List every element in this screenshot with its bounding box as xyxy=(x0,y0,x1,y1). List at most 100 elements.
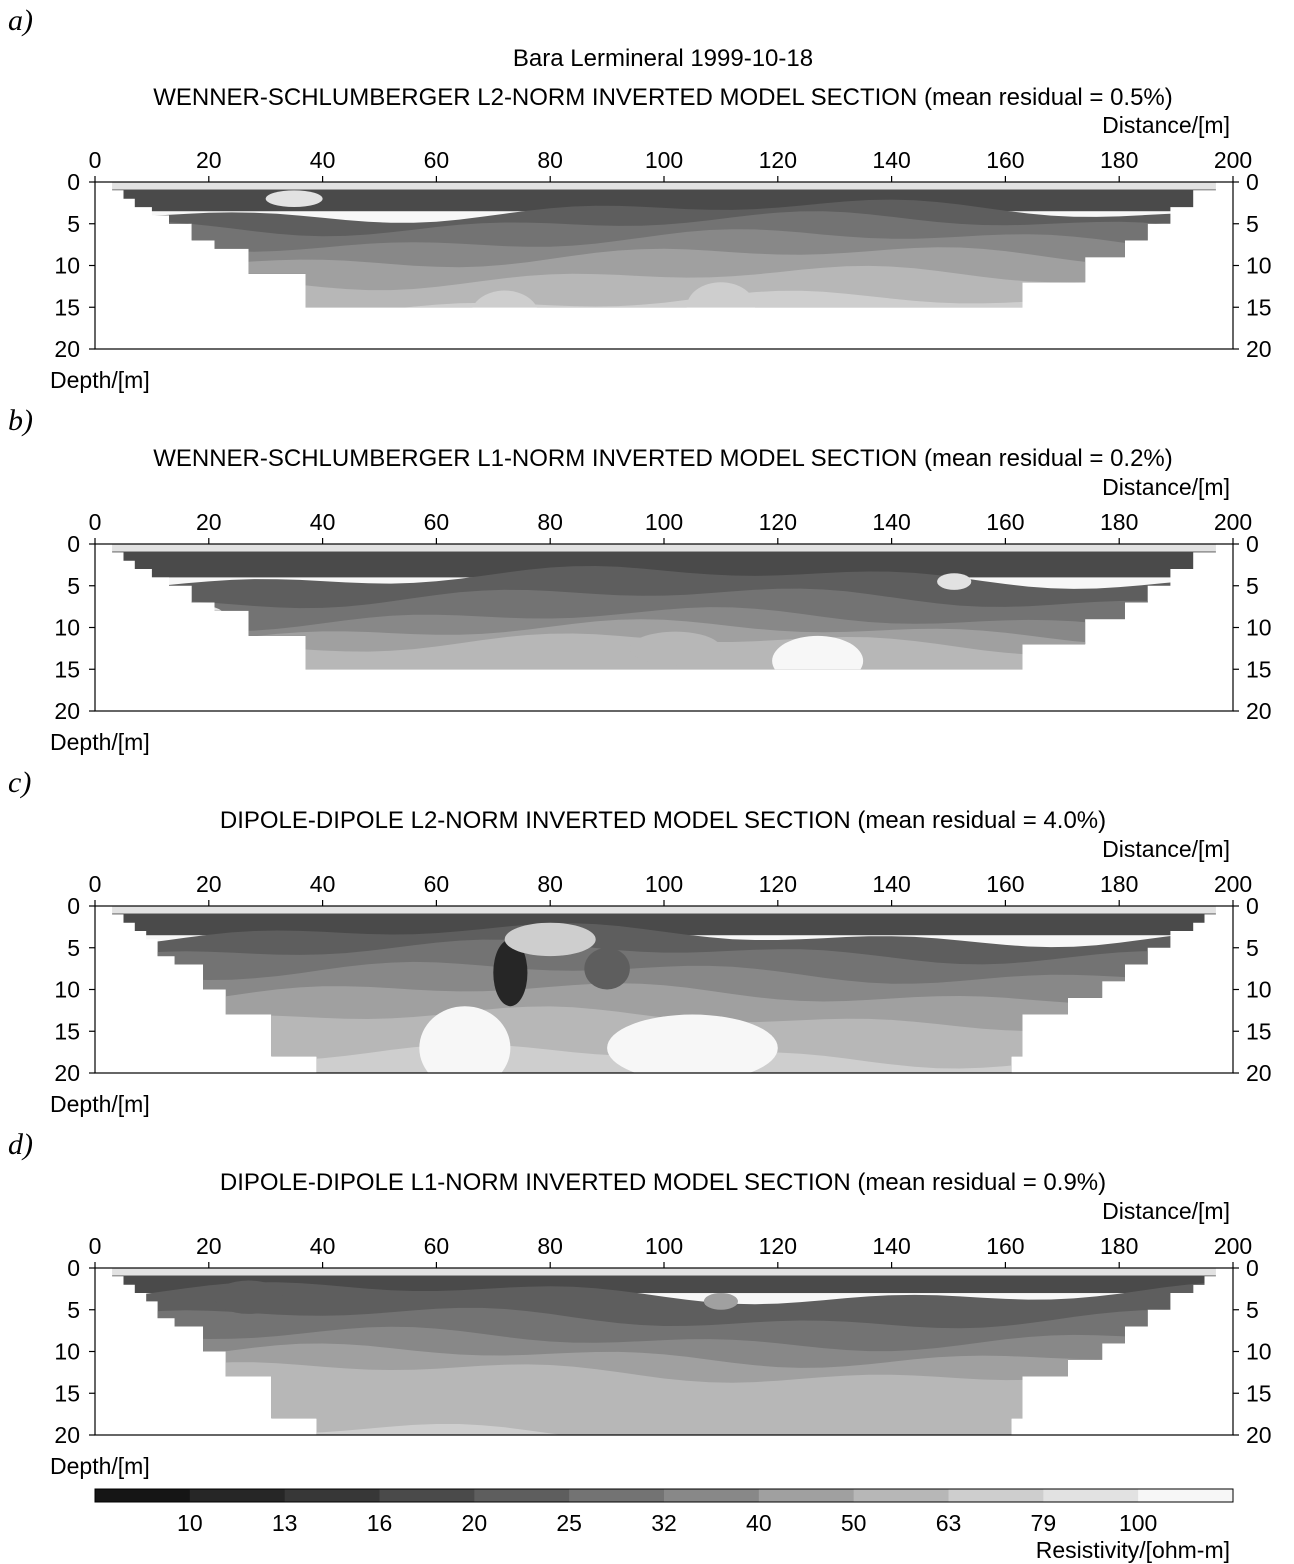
surface-cap xyxy=(112,1268,1216,1276)
y-tick-label: 5 xyxy=(1246,573,1259,599)
resistivity-anomaly xyxy=(703,1293,738,1310)
colorbar-cell xyxy=(664,1489,760,1502)
colorbar-tick-label: 32 xyxy=(651,1510,677,1536)
y-tick-label: 15 xyxy=(54,1018,80,1044)
colorbar-tick-label: 63 xyxy=(936,1510,962,1536)
resistivity-anomaly xyxy=(772,635,864,670)
y-axis-label: Depth/[m] xyxy=(50,1453,150,1479)
y-tick-label: 15 xyxy=(54,656,80,682)
x-ticks: 0 20 40 60 80 100 120 140 160 180 200 xyxy=(89,1233,1252,1268)
section-cells xyxy=(112,1268,1216,1435)
x-ticks: 0 20 40 60 80 100 120 140 160 180 200 xyxy=(89,871,1252,906)
x-tick-label: 180 xyxy=(1100,871,1138,897)
y-tick-label: 20 xyxy=(1246,336,1272,362)
x-tick-label: 140 xyxy=(872,1233,910,1259)
x-tick-label: 80 xyxy=(537,509,563,535)
resistivity-anomaly xyxy=(214,1280,283,1314)
x-tick-label: 200 xyxy=(1214,1233,1252,1259)
x-tick-label: 200 xyxy=(1214,147,1252,173)
resistivity-band xyxy=(112,290,1216,308)
x-tick-label: 40 xyxy=(310,509,336,535)
y-tick-label: 0 xyxy=(67,1255,80,1281)
colorbar-cell xyxy=(1043,1489,1139,1502)
x-tick-label: 140 xyxy=(872,509,910,535)
resistivity-band xyxy=(112,1361,1216,1435)
x-axis-label: Distance/[m] xyxy=(1102,1198,1230,1224)
x-axis-label: Distance/[m] xyxy=(1102,836,1230,862)
colorbar-tick-label: 16 xyxy=(367,1510,393,1536)
y-tick-label: 0 xyxy=(1246,531,1259,557)
colorbar-frame xyxy=(94,1488,1234,1503)
x-tick-label: 120 xyxy=(759,1233,797,1259)
x-tick-label: 120 xyxy=(759,871,797,897)
y-ticks: 0 0 5 5 10 10 15 15 20 20 xyxy=(54,893,1271,1086)
panel-title: DIPOLE-DIPOLE L2-NORM INVERTED MODEL SEC… xyxy=(220,807,1106,834)
resistivity-anomaly xyxy=(419,1006,511,1073)
y-axis-label: Depth/[m] xyxy=(50,1091,150,1117)
x-tick-label: 140 xyxy=(872,147,910,173)
x-tick-label: 180 xyxy=(1100,509,1138,535)
resistivity-anomaly xyxy=(686,282,756,308)
y-ticks: 0 0 5 5 10 10 15 15 20 20 xyxy=(54,531,1271,724)
x-tick-label: 20 xyxy=(196,1233,222,1259)
x-tick-label: 160 xyxy=(986,1233,1024,1259)
y-tick-label: 5 xyxy=(67,211,80,237)
y-tick-label: 10 xyxy=(1246,615,1272,641)
colorbar-cell xyxy=(948,1489,1044,1502)
x-tick-label: 0 xyxy=(89,1233,102,1259)
x-tick-label: 120 xyxy=(759,147,797,173)
y-axis-label: Depth/[m] xyxy=(50,367,150,393)
colorbar-cell xyxy=(853,1489,949,1502)
y-tick-label: 10 xyxy=(54,253,80,279)
conductive-layer xyxy=(112,913,1216,936)
panel-letter: d) xyxy=(8,1128,33,1161)
model-section xyxy=(94,1267,1234,1436)
y-tick-label: 10 xyxy=(1246,1339,1272,1365)
y-tick-label: 0 xyxy=(1246,893,1259,919)
colorbar-cells xyxy=(94,1488,1234,1503)
x-ticks: 0 20 40 60 80 100 120 140 160 180 200 xyxy=(89,147,1252,182)
x-tick-label: 60 xyxy=(424,147,450,173)
resistivity-anomaly xyxy=(937,573,972,590)
y-tick-label: 5 xyxy=(1246,211,1259,237)
y-tick-label: 20 xyxy=(1246,1060,1272,1086)
colorbar-tick-label: 100 xyxy=(1119,1510,1157,1536)
model-section xyxy=(94,905,1234,1074)
y-tick-label: 10 xyxy=(54,1339,80,1365)
resistivity-band xyxy=(112,265,1216,308)
colorbar-tick-label: 40 xyxy=(746,1510,772,1536)
y-tick-label: 20 xyxy=(54,1422,80,1448)
colorbar-ticks: 10 13 16 20 25 32 40 50 63 79 100 xyxy=(177,1510,1157,1536)
x-tick-label: 100 xyxy=(645,509,683,535)
colorbar-cell xyxy=(1138,1489,1234,1502)
section-cells xyxy=(112,906,1216,1073)
x-tick-label: 200 xyxy=(1214,509,1252,535)
x-tick-label: 40 xyxy=(310,1233,336,1259)
y-tick-label: 10 xyxy=(1246,977,1272,1003)
y-ticks: 0 0 5 5 10 10 15 15 20 20 xyxy=(54,169,1271,362)
y-tick-label: 15 xyxy=(1246,1380,1272,1406)
colorbar-tick-label: 13 xyxy=(272,1510,298,1536)
x-tick-label: 0 xyxy=(89,509,102,535)
y-tick-label: 0 xyxy=(1246,1255,1259,1281)
resistivity-anomaly xyxy=(761,336,852,353)
resistivity-anomaly xyxy=(607,1014,778,1073)
x-tick-label: 80 xyxy=(537,147,563,173)
y-ticks: 0 0 5 5 10 10 15 15 20 20 xyxy=(54,1255,1271,1448)
model-section xyxy=(94,543,1234,712)
section-cells xyxy=(112,544,1216,670)
y-tick-label: 20 xyxy=(1246,698,1272,724)
y-tick-label: 0 xyxy=(67,893,80,919)
y-tick-label: 20 xyxy=(1246,1422,1272,1448)
x-tick-label: 120 xyxy=(759,509,797,535)
x-axis-label: Distance/[m] xyxy=(1102,474,1230,500)
section-cells xyxy=(112,182,1216,353)
y-tick-label: 5 xyxy=(67,935,80,961)
colorbar: 10 13 16 20 25 32 40 50 63 79 100 Resistivity/[ohm… xyxy=(94,1488,1234,1563)
colorbar-tick-label: 20 xyxy=(462,1510,488,1536)
y-tick-label: 15 xyxy=(54,294,80,320)
y-tick-label: 15 xyxy=(1246,656,1272,682)
x-tick-label: 0 xyxy=(89,871,102,897)
colorbar-cell xyxy=(189,1489,286,1502)
colorbar-label: Resistivity/[ohm-m] xyxy=(1036,1537,1230,1563)
